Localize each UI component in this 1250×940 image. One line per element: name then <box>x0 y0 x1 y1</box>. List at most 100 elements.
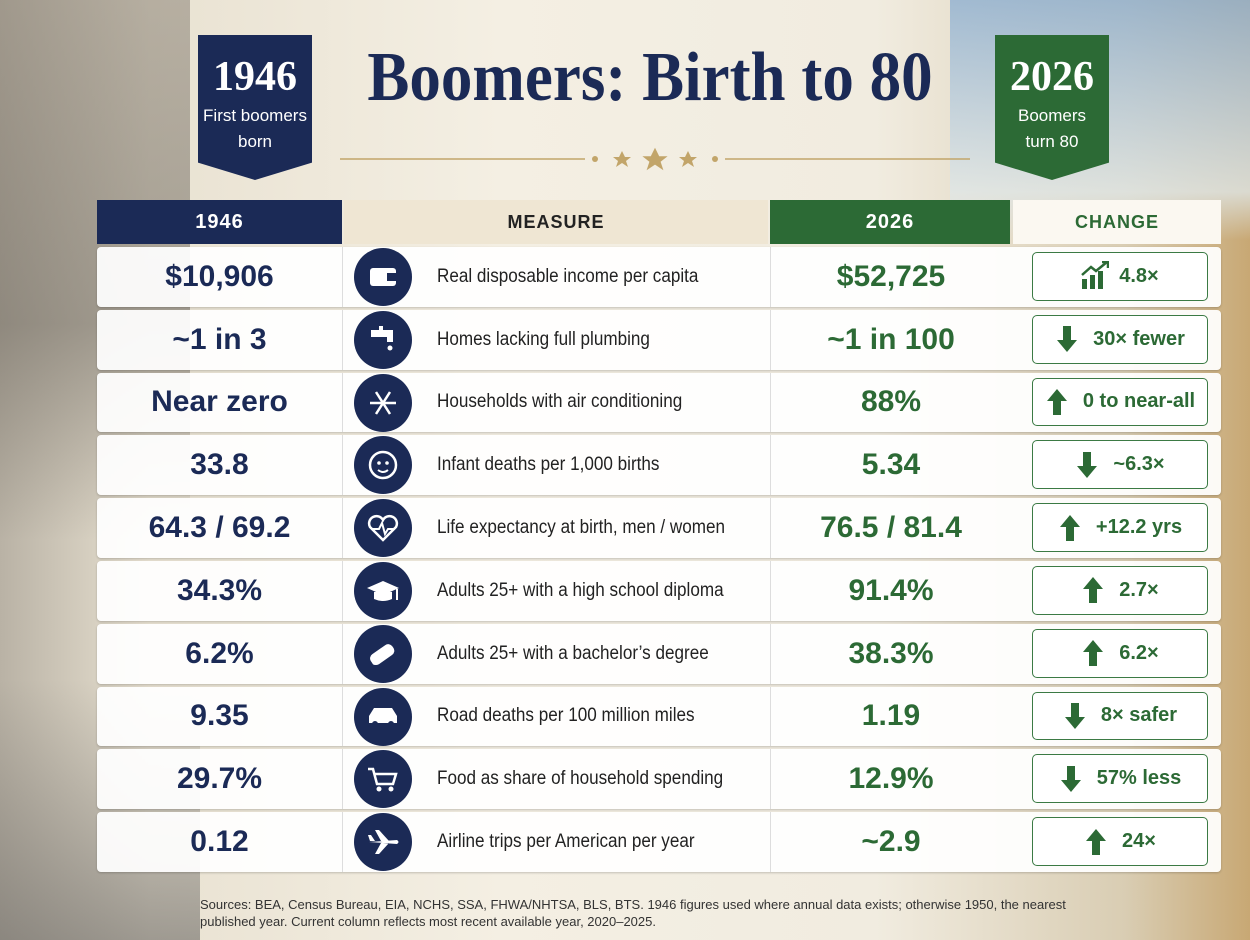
measure-label: Infant deaths per 1,000 births <box>437 454 660 476</box>
value-1946: 9.35 <box>97 686 343 747</box>
measure-cell: Real disposable income per capita <box>437 247 767 307</box>
measure-cell: Infant deaths per 1,000 births <box>437 435 767 495</box>
value-2026: $52,725 <box>770 247 1011 307</box>
change-box: ~6.3× <box>1032 440 1208 490</box>
measure-label: Life expectancy at birth, men / women <box>437 517 725 539</box>
badge-caption: born <box>237 132 273 151</box>
value-1946: 34.3% <box>97 561 343 621</box>
change-label: 0 to near-all <box>1082 390 1196 413</box>
table-row: Near zero Households with air conditionin… <box>97 372 1221 433</box>
badge-caption: turn 80 <box>1025 132 1079 151</box>
value-2026: ~1 in 100 <box>770 309 1011 370</box>
change-icon <box>1086 828 1107 855</box>
table-row: ~1 in 3 Homes lacking full plumbing ~1 in … <box>97 309 1221 370</box>
measure-icon <box>354 750 412 809</box>
value-2026: 88% <box>770 372 1011 433</box>
measure-icon <box>354 247 412 306</box>
title: Boomers: Birth to 80 <box>367 39 933 116</box>
measure-cell: Homes lacking full plumbing <box>437 310 767 370</box>
change-box: 8× safer <box>1032 691 1208 741</box>
value-1946: 6.2% <box>97 623 343 684</box>
measure-label: Homes lacking full plumbing <box>437 328 650 350</box>
measure-cell: Road deaths per 100 million miles <box>437 687 767 747</box>
badge-year: 1946 <box>213 54 297 100</box>
value-2026: ~2.9 <box>770 812 1011 872</box>
measure-cell: Airline trips per American per year <box>437 812 767 872</box>
value-2026: 38.3% <box>770 623 1011 684</box>
change-box: 30× fewer <box>1032 314 1208 364</box>
value-2026: 12.9% <box>770 749 1011 810</box>
measure-label: Adults 25+ with a high school diploma <box>437 579 724 601</box>
measure-cell: Adults 25+ with a high school diploma <box>437 561 767 621</box>
table-row: $10,906 Real disposable income per capita… <box>97 247 1221 307</box>
right-badge: 2026 Boomers turn 80 <box>995 35 1109 180</box>
change-box: +12.2 yrs <box>1032 503 1208 552</box>
measure-icon <box>354 687 412 746</box>
change-label: 6.2× <box>1119 641 1159 664</box>
table-row: 0.12 Airline trips per American per year ~… <box>97 812 1221 872</box>
change-label: ~6.3× <box>1113 453 1165 476</box>
measure-cell: Adults 25+ with a bachelor’s degree <box>437 624 767 684</box>
change-label: 30× fewer <box>1093 327 1185 350</box>
measure-icon <box>354 436 412 495</box>
change-icon <box>1081 261 1110 290</box>
change-icon <box>1077 451 1098 478</box>
value-1946: 0.12 <box>97 812 343 872</box>
table-row: 6.2% Adults 25+ with a bachelor’s degree 3… <box>97 623 1221 684</box>
value-1946: $10,906 <box>97 247 343 307</box>
column-header: 2026 <box>770 200 1010 244</box>
measure-cell: Life expectancy at birth, men / women <box>437 498 767 558</box>
measure-label: Real disposable income per capita <box>437 265 699 287</box>
measure-label: Households with air conditioning <box>437 391 683 413</box>
column-header: CHANGE <box>1013 200 1221 244</box>
badge-caption: Boomers <box>1017 106 1087 125</box>
table-row: 33.8 Infant deaths per 1,000 births 5.34 ~6… <box>97 435 1221 496</box>
change-label: 24× <box>1122 830 1156 853</box>
change-label: 8× safer <box>1100 704 1178 727</box>
value-2026: 5.34 <box>770 435 1011 496</box>
sources: Sources: BEA, Census Bureau, EIA, NCHS, … <box>200 897 1066 929</box>
change-icon <box>1064 702 1085 729</box>
badge-caption: First boomers <box>203 106 307 125</box>
value-1946: Near zero <box>97 372 343 433</box>
change-icon <box>1057 326 1078 353</box>
measure-icon <box>354 561 412 620</box>
table-row: 34.3% Adults 25+ with a high school diplo… <box>97 561 1221 621</box>
change-box: 6.2× <box>1032 628 1208 678</box>
table-row: 29.7% Food as share of household spending… <box>97 749 1221 810</box>
value-1946: 33.8 <box>97 435 343 496</box>
measure-icon <box>354 813 412 872</box>
measure-icon <box>354 373 412 432</box>
divider <box>340 147 970 171</box>
value-2026: 76.5 / 81.4 <box>770 498 1011 558</box>
measure-cell: Households with air conditioning <box>437 373 767 433</box>
table-row: 9.35 Road deaths per 100 million miles 1.1… <box>97 686 1221 747</box>
value-2026: 91.4% <box>770 561 1011 621</box>
measure-icon <box>354 310 412 369</box>
value-1946: 64.3 / 69.2 <box>97 498 343 558</box>
value-2026: 1.19 <box>770 686 1011 747</box>
change-label: 2.7× <box>1119 578 1159 601</box>
table-row: 64.3 / 69.2 Life expectancy at birth, men… <box>97 498 1221 558</box>
measure-label: Airline trips per American per year <box>437 831 695 853</box>
change-label: 4.8× <box>1119 264 1159 287</box>
value-1946: 29.7% <box>97 749 343 810</box>
left-badge: 1946 First boomers born <box>198 35 312 180</box>
change-label: +12.2 yrs <box>1095 516 1183 539</box>
badge-year: 2026 <box>1010 54 1094 100</box>
column-header: 1946 <box>97 200 342 244</box>
change-box: 24× <box>1032 817 1208 866</box>
change-box: 4.8× <box>1032 252 1208 301</box>
change-icon <box>1059 514 1080 541</box>
change-label: 57% less <box>1096 767 1182 790</box>
change-icon <box>1046 388 1067 415</box>
measure-icon <box>354 499 412 558</box>
change-icon <box>1083 577 1104 604</box>
change-box: 0 to near-all <box>1032 377 1208 427</box>
change-icon <box>1083 640 1104 667</box>
change-icon <box>1060 765 1081 792</box>
measure-cell: Food as share of household spending <box>437 749 767 809</box>
value-1946: ~1 in 3 <box>97 309 343 370</box>
change-box: 2.7× <box>1032 566 1208 615</box>
